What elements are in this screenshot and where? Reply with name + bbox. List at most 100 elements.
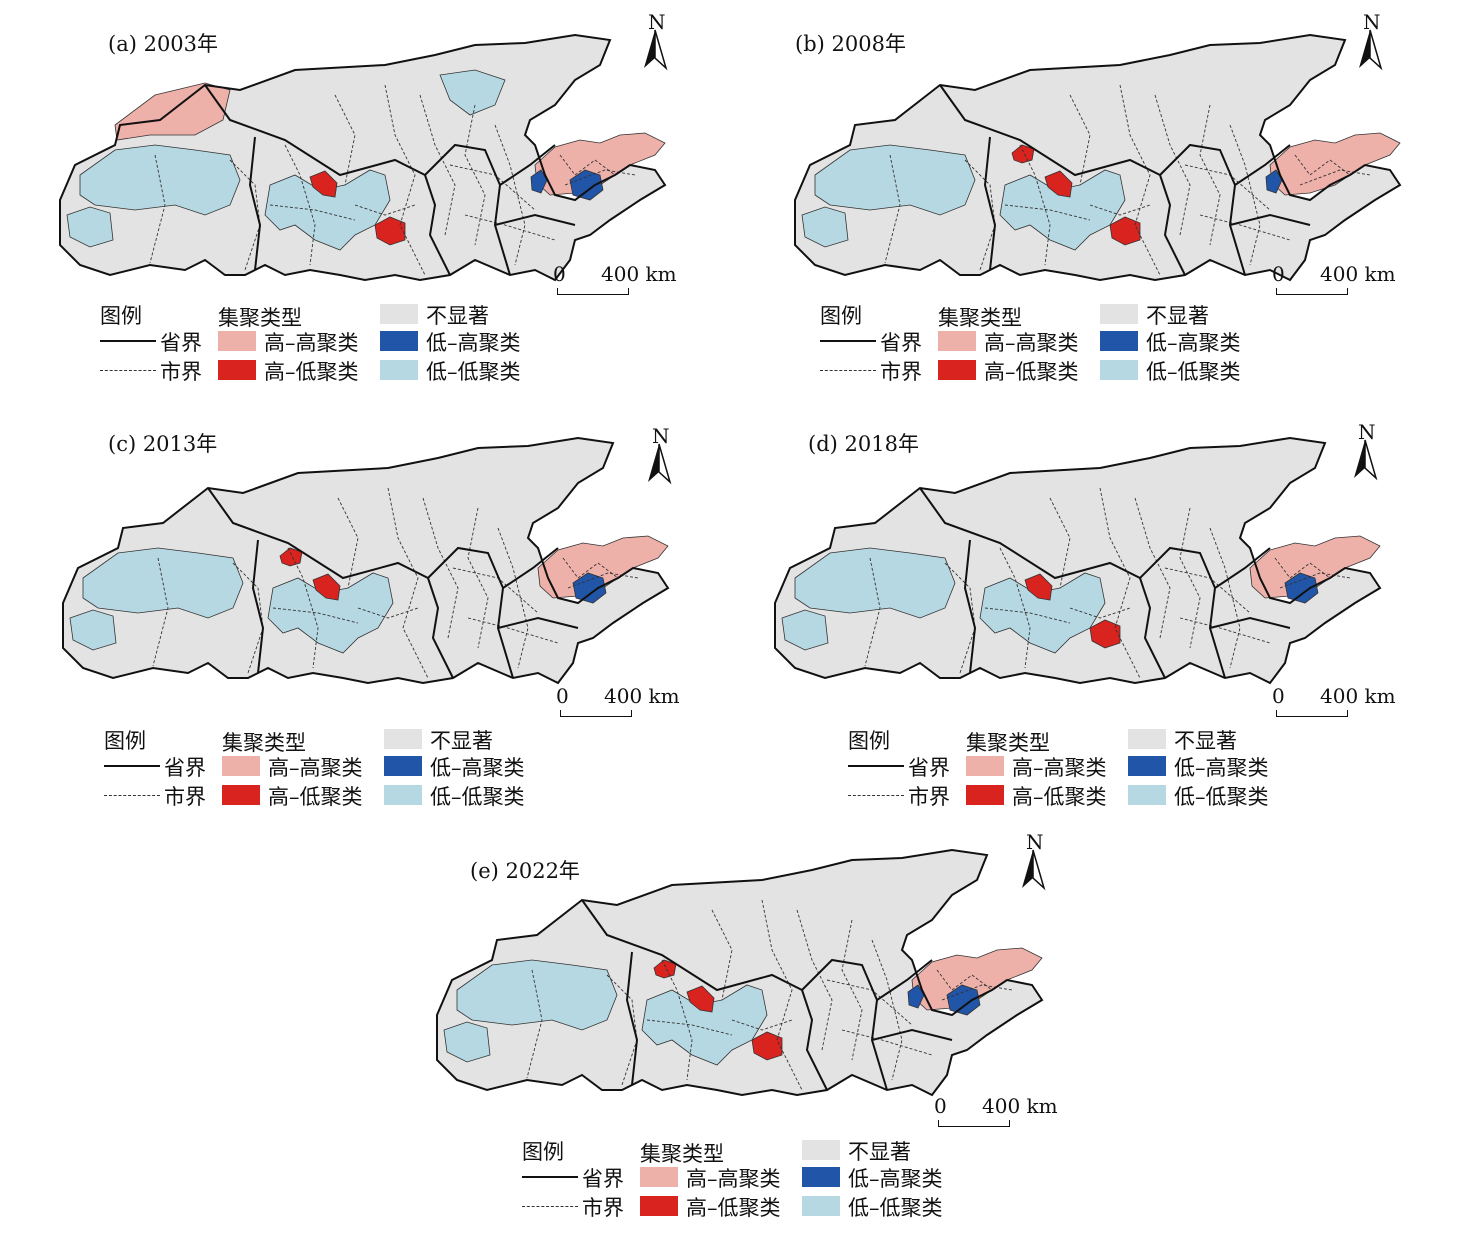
legend-city: 市界 [582, 1196, 624, 1220]
region-high-low-central [312, 573, 341, 601]
province-boundaries [207, 487, 579, 679]
legend-not-significant: 不显著 [430, 729, 493, 753]
north-arrow: N [640, 10, 670, 71]
city-line-sample [104, 795, 160, 796]
region-high-low-central [1044, 170, 1073, 198]
swatch-not-significant [384, 729, 422, 749]
scale-distance: 400 km [601, 262, 677, 286]
legend-province: 省界 [164, 756, 206, 780]
map-figure [794, 33, 1402, 282]
legend-province: 省界 [582, 1167, 624, 1191]
north-arrow: N [1018, 830, 1048, 891]
scale-bar: 0 400 km [1272, 684, 1422, 724]
scale-bar: 0 400 km [553, 262, 703, 302]
region-high-low-south-central [751, 1031, 783, 1061]
legend-province: 省界 [160, 331, 202, 355]
city-boundaries [152, 487, 639, 679]
region-low-high-inland [1284, 572, 1319, 604]
swatch-low-high [1128, 756, 1166, 776]
legend-city: 市界 [164, 785, 206, 809]
scale-distance: 400 km [982, 1094, 1058, 1118]
legend-high-low: 高–低聚类 [984, 360, 1079, 384]
scale-zero: 0 [556, 684, 569, 708]
swatch-low-high [1100, 331, 1138, 351]
region-low-high-coastal [530, 169, 548, 194]
legend-cluster-title: 集聚类型 [222, 731, 306, 755]
region-outline [794, 33, 1402, 282]
legend-high-low: 高–低聚类 [264, 360, 359, 384]
swatch-high-low [640, 1196, 678, 1216]
region-base [437, 850, 1042, 1095]
map-figure [774, 436, 1382, 685]
legend-cluster-title: 集聚类型 [218, 306, 302, 330]
swatch-low-high [384, 756, 422, 776]
swatch-low-low [380, 360, 418, 380]
province-line-sample [848, 765, 904, 767]
swatch-not-significant [1128, 729, 1166, 749]
legend: 图例 集聚类型 不显著 省界 高–高聚类 低–高聚类 市界 高–低聚类 低–低聚… [522, 1136, 982, 1226]
legend-low-low: 低–低聚类 [426, 360, 521, 384]
province-boundaries [581, 899, 953, 1091]
legend-high-low: 高–低聚类 [1012, 785, 1107, 809]
scale-bar-line [1276, 710, 1348, 717]
legend-high-low: 高–低聚类 [268, 785, 363, 809]
north-arrow-icon [1022, 849, 1046, 891]
swatch-not-significant [802, 1140, 840, 1160]
legend-low-low: 低–低聚类 [1174, 785, 1269, 809]
region-high-low-south-central [1089, 619, 1121, 649]
north-label: N [652, 424, 670, 448]
swatch-high-low [218, 360, 256, 380]
north-label: N [1363, 10, 1381, 34]
scale-zero: 0 [1272, 262, 1285, 286]
region-outline [59, 33, 667, 282]
scale-distance: 400 km [1320, 262, 1396, 286]
north-label: N [1358, 420, 1376, 444]
scale-bar: 0 400 km [1272, 262, 1422, 302]
region-low-high-inland [569, 169, 604, 201]
city-line-sample [820, 370, 876, 371]
region-base [795, 35, 1400, 280]
swatch-high-low [222, 785, 260, 805]
north-arrow: N [644, 424, 674, 485]
legend-low-low: 低–低聚类 [1146, 360, 1241, 384]
province-line-sample [100, 340, 156, 342]
region-high-low-north-central [1011, 144, 1035, 164]
north-arrow-icon [1354, 439, 1378, 481]
legend-low-high: 低–高聚类 [426, 331, 521, 355]
city-boundaries [884, 84, 1371, 276]
scale-distance: 400 km [604, 684, 680, 708]
region-high-low-central [309, 170, 338, 198]
region-low-high-inland [946, 984, 981, 1016]
swatch-low-high [380, 331, 418, 351]
legend-cluster-title: 集聚类型 [938, 306, 1022, 330]
swatch-high-low [938, 360, 976, 380]
legend-not-significant: 不显著 [848, 1140, 911, 1164]
province-line-sample [104, 765, 160, 767]
region-low-low-southwest [801, 206, 849, 248]
scale-bar-line [1276, 288, 1348, 295]
legend-high-high: 高–高聚类 [984, 331, 1079, 355]
swatch-high-high [966, 756, 1004, 776]
region-low-high-coastal [907, 984, 925, 1009]
city-line-sample [848, 795, 904, 796]
legend: 图例 集聚类型 不显著 省界 高–高聚类 低–高聚类 市界 高–低聚类 低–低聚… [848, 725, 1308, 815]
scale-zero: 0 [553, 262, 566, 286]
legend-high-high: 高–高聚类 [1012, 756, 1107, 780]
province-line-sample [522, 1176, 578, 1178]
province-line-sample [820, 340, 876, 342]
legend-title: 图例 [522, 1140, 564, 1164]
region-low-high-coastal [1265, 169, 1283, 194]
swatch-low-low [1128, 785, 1166, 805]
legend-high-high: 高–高聚类 [686, 1167, 781, 1191]
region-low-high-inland [572, 572, 607, 604]
swatch-high-high [218, 331, 256, 351]
region-low-low-southwest [781, 609, 829, 651]
scale-bar: 0 400 km [934, 1094, 1084, 1134]
legend-low-high: 低–高聚类 [848, 1167, 943, 1191]
north-arrow: N [1355, 10, 1385, 71]
scale-bar-line [560, 710, 632, 717]
legend-city: 市界 [880, 360, 922, 384]
region-low-low-southwest [443, 1021, 491, 1063]
panel-title: (a) 2003年 [108, 32, 219, 56]
swatch-low-low [1100, 360, 1138, 380]
